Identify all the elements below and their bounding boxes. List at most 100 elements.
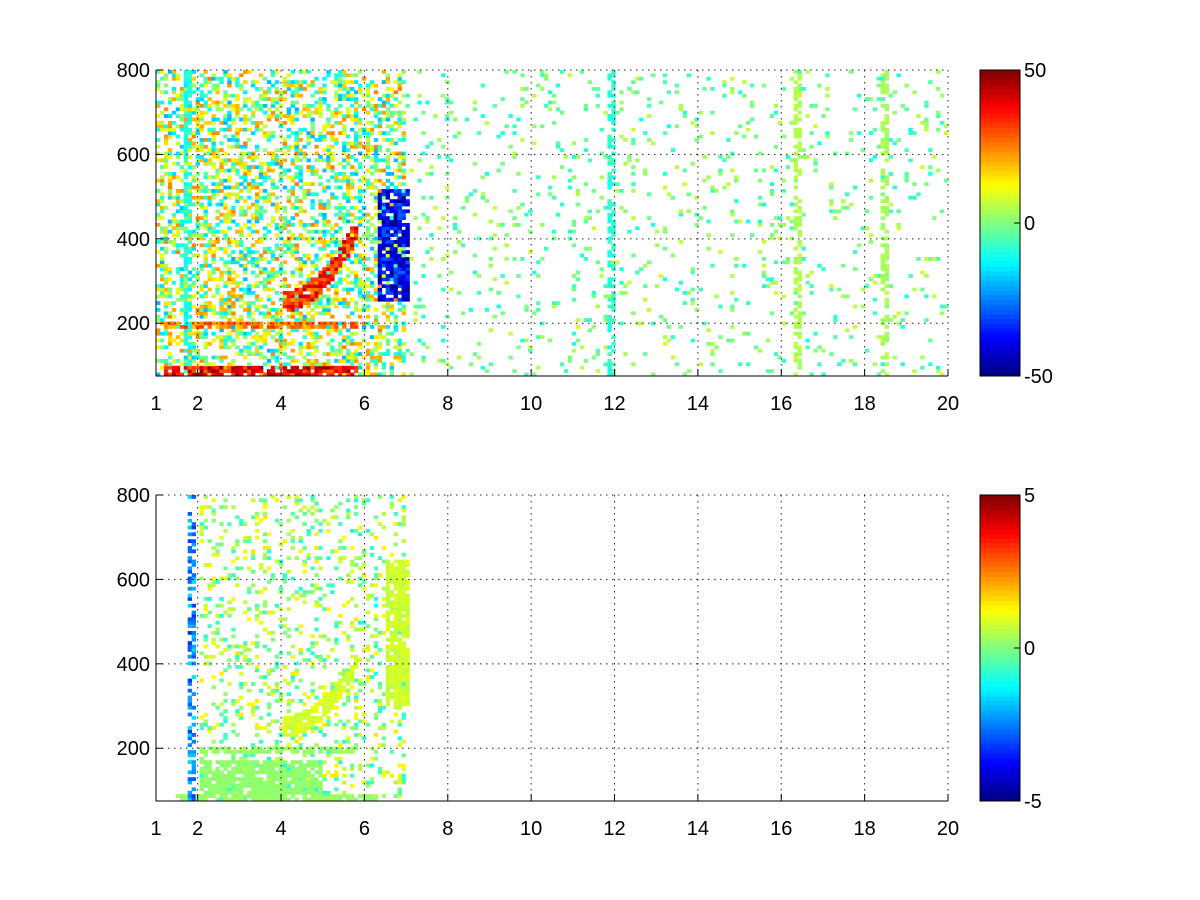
heatmap-cell [266,580,272,584]
heatmap-cell [179,168,185,173]
heatmap-cell [389,216,394,220]
heatmap-cell [290,158,295,163]
heatmap-cell [183,97,189,101]
heatmap-cell [310,297,315,302]
heatmap-cell [171,314,177,319]
heatmap-cell [797,240,802,244]
heatmap-cell [856,93,862,98]
heatmap-cell [274,80,280,84]
heatmap-cell [607,240,612,244]
heatmap-cell [179,267,185,271]
heatmap-cell [247,566,252,571]
heatmap-cell [199,294,204,299]
heatmap-cell [302,195,307,200]
heatmap-cell [199,355,204,360]
heatmap-cell [171,301,177,305]
heatmap-cell [294,257,299,261]
heatmap-cell [163,311,169,316]
heatmap-cell [666,325,672,329]
heatmap-cell [235,352,240,356]
heatmap-cell [852,107,858,112]
heatmap-cell [583,219,589,224]
heatmap-cell [286,709,292,713]
heatmap-cell [227,240,232,244]
heatmap-cell [191,559,196,564]
heatmap-cell [361,263,367,268]
heatmap-cell [647,138,652,142]
heatmap-cell [377,325,383,329]
heatmap-cell [880,199,886,203]
heatmap-cell [258,746,264,751]
heatmap-cell [243,267,248,271]
heatmap-cell [223,342,228,346]
heatmap-cell [187,202,193,207]
heatmap-cell [381,304,387,309]
heatmap-cell [183,342,189,346]
heatmap-cell [829,284,834,288]
heatmap-cell [211,83,216,88]
heatmap-cell [369,107,375,112]
heatmap-cell [286,284,292,288]
heatmap-cell [183,308,189,312]
heatmap-cell [706,76,711,81]
heatmap-cell [405,263,410,268]
grid-lines-top [156,69,949,376]
heatmap-cell [274,338,280,343]
heatmap-cell [247,607,252,611]
heatmap-cell [385,131,391,135]
heatmap-cell [179,223,185,227]
heatmap-cell [678,212,684,217]
heatmap-cell [191,532,196,537]
heatmap-cell [163,331,169,336]
heatmap-cell [203,219,208,224]
heatmap-cell [401,304,406,309]
heatmap-cell [163,304,169,309]
heatmap-cell [350,321,355,326]
heatmap-cell [231,699,236,703]
heatmap-cell [282,144,288,149]
heatmap-cell [365,297,371,302]
heatmap-cell [354,168,359,173]
heatmap-cell [845,328,850,333]
heatmap-cell [393,121,398,125]
heatmap-cell [536,365,541,370]
heatmap-cell [239,756,244,761]
heatmap-cell [350,280,355,285]
heatmap-cell [389,270,394,275]
heatmap-cell [793,185,798,190]
heatmap-cell [163,362,169,367]
heatmap-cell [282,270,288,275]
heatmap-cell [377,253,383,258]
heatmap-cell [187,260,193,265]
heatmap-cell [187,185,193,190]
heatmap-cell [310,93,315,98]
heatmap-cell [330,253,335,258]
heatmap-cell [163,158,169,163]
heatmap-cell [235,141,240,146]
heatmap-cell [381,325,387,329]
heatmap-cell [880,369,886,373]
heatmap-cell [215,746,220,751]
heatmap-cell [369,359,375,363]
heatmap-cell [183,297,189,302]
heatmap-cell [532,124,537,129]
heatmap-cell [797,253,802,258]
heatmap-cell [492,206,497,210]
heatmap-cell [167,291,173,295]
heatmap-cell [365,90,371,95]
heatmap-cell [369,348,375,353]
heatmap-cell [326,253,331,258]
heatmap-cell [310,335,315,339]
heatmap-cell [266,195,272,200]
heatmap-cell [888,172,893,176]
heatmap-cell [781,178,787,183]
heatmap-cell [334,325,339,329]
heatmap-cell [183,338,189,343]
heatmap-cell [793,216,798,220]
heatmap-cell [262,311,268,316]
heatmap-cell [286,355,292,360]
heatmap-cell [203,722,208,727]
heatmap-cell [310,223,315,227]
heatmap-cell [156,294,161,299]
heatmap-cell [290,328,295,333]
